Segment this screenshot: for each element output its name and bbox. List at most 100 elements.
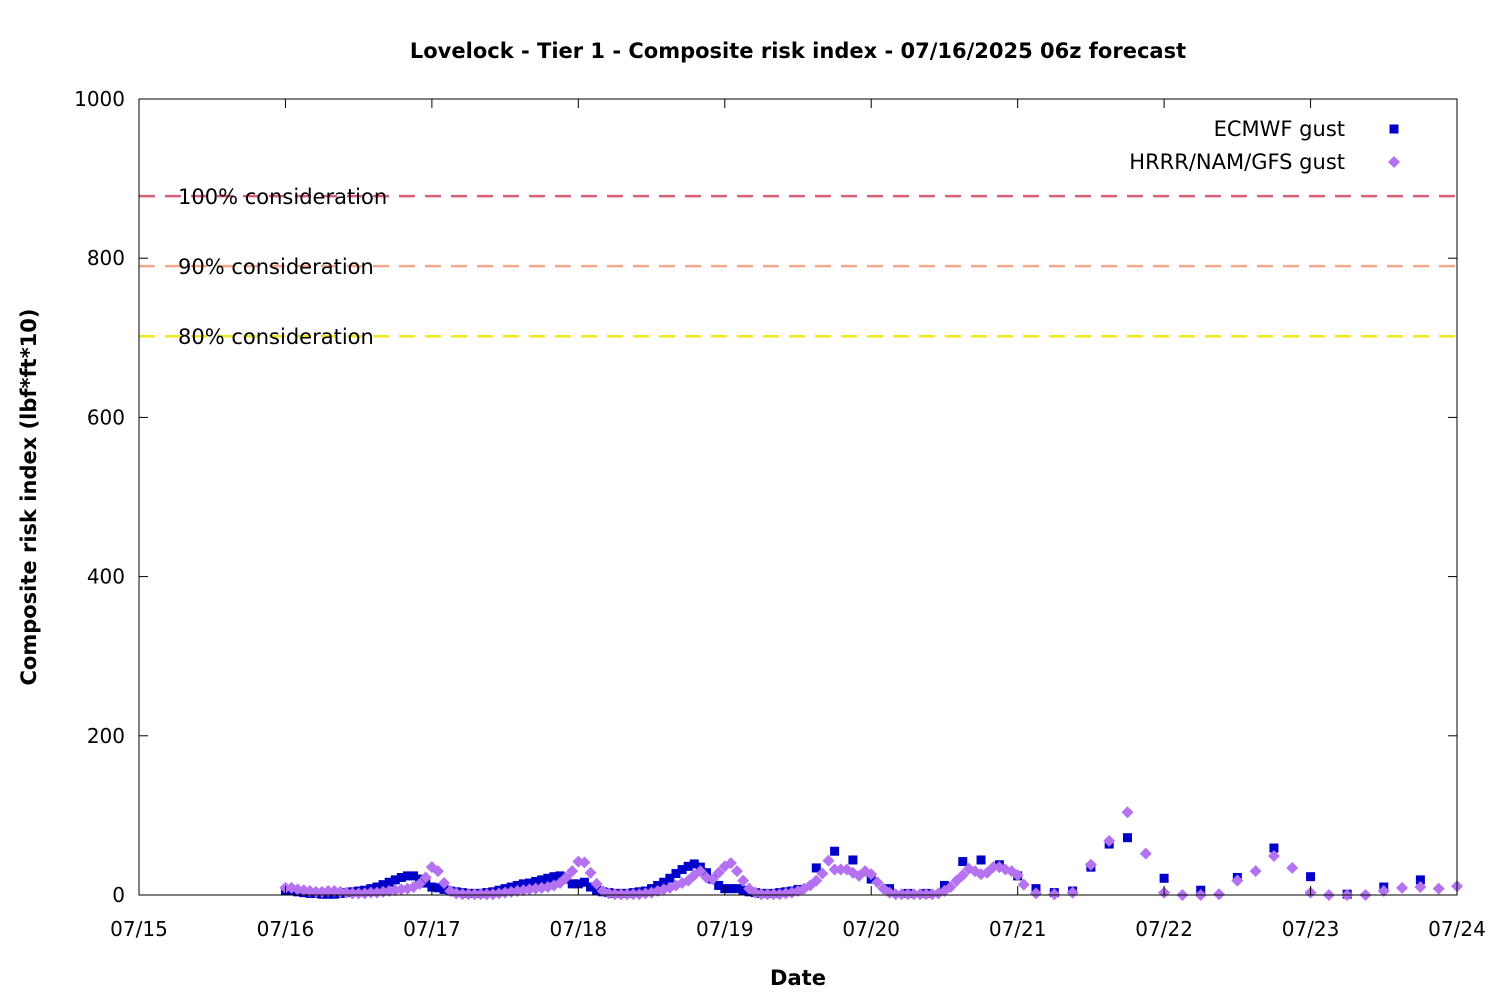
y-tick-label: 800 <box>87 246 125 270</box>
x-tick-label: 07/23 <box>1282 917 1340 941</box>
data-point <box>677 865 687 875</box>
data-point <box>822 854 835 867</box>
data-point <box>724 857 737 870</box>
data-point <box>1432 882 1445 895</box>
data-point <box>1267 849 1280 862</box>
legend-marker <box>1388 156 1400 168</box>
data-point <box>364 886 377 899</box>
y-tick-label: 1000 <box>74 87 125 111</box>
y-axis-label: Composite risk index (lbf*ft*10) <box>17 308 41 685</box>
data-point <box>901 888 914 901</box>
data-point <box>1066 886 1079 899</box>
x-axis-label: Date <box>770 966 826 990</box>
data-point <box>706 873 719 886</box>
data-point <box>987 861 1000 874</box>
data-point <box>1306 872 1316 882</box>
x-tick-label: 07/19 <box>696 917 754 941</box>
data-point <box>830 846 840 856</box>
data-point <box>767 888 780 901</box>
data-point <box>590 877 603 890</box>
x-tick-label: 07/17 <box>403 917 461 941</box>
data-point <box>468 888 481 901</box>
data-point <box>1029 887 1042 900</box>
legend-marker <box>1389 124 1399 134</box>
data-point <box>352 887 365 900</box>
data-point <box>555 871 565 881</box>
data-point <box>413 877 426 890</box>
axis-ticks: 07/15 07/16 07/17 07/18 07/19 07/20 07/21 07/22… <box>74 87 1486 941</box>
threshold-label: 90% consideration <box>178 255 374 279</box>
data-point <box>956 869 969 882</box>
chart-title: Lovelock - Tier 1 - Composite risk index… <box>410 39 1186 63</box>
threshold-label: 80% consideration <box>178 325 374 349</box>
data-point <box>567 879 577 889</box>
data-point <box>1159 873 1169 883</box>
data-point <box>732 884 742 894</box>
threshold-label: 100% consideration <box>178 185 387 209</box>
data-point <box>1269 843 1279 853</box>
data-point <box>737 874 750 887</box>
data-point <box>579 877 589 887</box>
x-tick-label: 07/20 <box>842 917 900 941</box>
x-tick-label: 07/21 <box>989 917 1047 941</box>
data-point <box>586 882 596 892</box>
data-point <box>384 877 394 887</box>
y-tick-label: 200 <box>87 724 125 748</box>
data-point <box>390 875 400 885</box>
data-point <box>944 881 957 894</box>
data-point <box>462 888 475 901</box>
data-point <box>976 855 986 865</box>
data-point <box>543 873 553 883</box>
data-point <box>1213 888 1226 901</box>
data-point <box>738 885 748 895</box>
x-tick-label: 07/15 <box>110 917 168 941</box>
data-point <box>1139 847 1152 860</box>
data-point <box>346 887 359 900</box>
data-point <box>659 877 669 887</box>
data-point <box>378 880 388 890</box>
data-point <box>907 888 920 901</box>
y-tick-label: 400 <box>87 565 125 589</box>
y-tick-label: 0 <box>112 883 125 907</box>
data-point <box>474 888 487 901</box>
data-point <box>865 868 878 881</box>
data-point <box>914 888 927 901</box>
data-point <box>322 885 335 898</box>
data-point <box>578 856 591 869</box>
data-point <box>621 888 634 901</box>
x-tick-label: 07/16 <box>257 917 315 941</box>
data-point <box>1048 888 1061 901</box>
data-point <box>1231 874 1244 887</box>
data-point <box>1123 833 1132 843</box>
data-point <box>828 863 841 876</box>
data-point <box>438 877 451 890</box>
data-point <box>1286 861 1299 874</box>
data-point <box>592 885 602 895</box>
legend: ECMWF gust HRRR/NAM/GFS gust <box>1129 117 1400 174</box>
x-tick-label: 07/18 <box>550 917 608 941</box>
series-hrrr-nam-gfs <box>279 806 1463 901</box>
x-tick-label: 07/24 <box>1428 917 1486 941</box>
data-point <box>1249 865 1262 878</box>
data-point <box>531 876 541 886</box>
data-point <box>615 888 628 901</box>
data-point <box>810 874 823 887</box>
data-point <box>671 869 681 879</box>
data-point <box>402 871 412 881</box>
data-point <box>726 884 736 894</box>
data-point <box>1017 878 1030 891</box>
data-point <box>730 865 743 878</box>
threshold-lines: 100% consideration 90% consideration 80% c… <box>139 185 1457 349</box>
data-point <box>1103 834 1116 847</box>
data-point <box>480 888 493 901</box>
x-tick-label: 07/22 <box>1135 917 1193 941</box>
data-point <box>1121 806 1134 819</box>
data-point <box>608 888 621 901</box>
data-point <box>584 866 597 879</box>
data-point <box>537 875 547 885</box>
data-point <box>755 888 768 901</box>
data-point <box>1414 881 1427 894</box>
data-point <box>761 888 774 901</box>
data-point <box>518 879 528 889</box>
